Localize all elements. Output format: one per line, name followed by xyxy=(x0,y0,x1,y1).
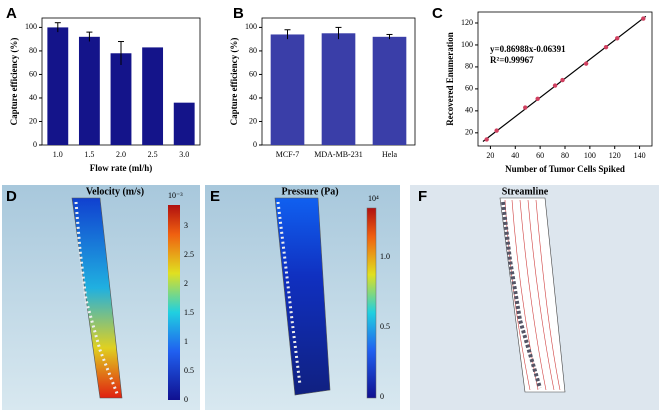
colorbar-tick-label: 0 xyxy=(380,392,384,401)
y-tick-label: 20 xyxy=(29,116,37,125)
colorbar-tick-label: 1.5 xyxy=(184,308,194,317)
annotation: y=0.86988x-0.06391 xyxy=(490,44,566,54)
panel-letter: C xyxy=(432,5,443,22)
panel-letter: A xyxy=(6,5,17,22)
colorbar-tick-label: 2 xyxy=(184,279,188,288)
x-tick-label: 140 xyxy=(634,151,646,160)
y-tick-label: 60 xyxy=(465,84,473,93)
x-tick-label: 1.5 xyxy=(84,150,94,159)
x-axis-label: Flow rate (ml/h) xyxy=(90,163,152,173)
y-tick-label: 80 xyxy=(465,62,473,71)
point xyxy=(535,96,540,101)
point xyxy=(583,61,589,66)
x-tick-label: 80 xyxy=(561,151,569,160)
y-tick-label: 100 xyxy=(25,22,37,31)
x-tick-label: 40 xyxy=(511,151,519,160)
velocity-field xyxy=(71,197,123,399)
colorbar-tick-label: 0.5 xyxy=(184,366,194,375)
panel-letter: D xyxy=(6,188,17,205)
colorbar-exponent: 10⁻³ xyxy=(168,191,183,200)
y-tick-label: 40 xyxy=(29,93,37,102)
y-tick-label: 20 xyxy=(465,128,473,137)
panel-title: Streamline xyxy=(502,186,549,197)
y-tick-label: 0 xyxy=(253,140,257,149)
bar xyxy=(142,47,164,145)
colorbar-tick-label: 1 xyxy=(184,337,188,346)
panel-letter: B xyxy=(233,5,244,22)
colorbar-exponent: 10⁴ xyxy=(368,194,379,203)
panel-letter: E xyxy=(210,188,220,205)
y-axis-label: Capture efficiency (%) xyxy=(229,38,239,126)
panel-title: Pressure (Pa) xyxy=(281,186,338,197)
point xyxy=(523,105,528,110)
x-tick-label: 120 xyxy=(609,151,621,160)
x-tick-label: 1.0 xyxy=(53,150,63,159)
point xyxy=(603,44,609,50)
colorbar-tick-label: 0.5 xyxy=(380,322,390,331)
bar xyxy=(270,34,305,145)
y-tick-label: 60 xyxy=(29,69,37,78)
point xyxy=(484,137,489,142)
x-tick-label: 2.5 xyxy=(148,150,158,159)
x-tick-label: 100 xyxy=(584,151,596,160)
pillars xyxy=(276,201,302,386)
y-tick-label: 100 xyxy=(245,22,257,31)
colorbar-tick-label: 1.0 xyxy=(380,252,390,261)
x-tick-label: 20 xyxy=(486,151,494,160)
bar xyxy=(173,102,195,145)
bar xyxy=(321,33,356,146)
x-tick-label: 3.0 xyxy=(179,150,189,159)
bar xyxy=(372,36,407,145)
x-tick-label: Hela xyxy=(382,150,398,159)
bar xyxy=(47,27,69,145)
x-tick-label: 60 xyxy=(536,151,544,160)
colorbar-tick-label: 0 xyxy=(184,395,188,404)
colorbar-tick-label: 3 xyxy=(184,221,188,230)
pillars xyxy=(74,201,120,397)
panel-letter: F xyxy=(418,188,427,205)
y-tick-label: 40 xyxy=(465,106,473,115)
bar xyxy=(110,53,132,145)
y-tick-label: 120 xyxy=(461,18,473,27)
point xyxy=(494,128,499,133)
y-tick-label: 60 xyxy=(249,69,257,78)
x-tick-label: 2.0 xyxy=(116,150,126,159)
point xyxy=(641,16,646,21)
y-axis-label: Capture efficiency (%) xyxy=(9,38,19,126)
point xyxy=(552,83,558,88)
bar xyxy=(78,36,100,145)
colorbar xyxy=(366,207,377,399)
x-axis-label: Number of Tumor Cells Spiked xyxy=(505,164,625,174)
y-tick-label: 100 xyxy=(461,40,473,49)
y-axis-label: Recovered Enumeration xyxy=(445,32,455,126)
y-tick-label: 0 xyxy=(33,140,37,149)
colorbar-tick-label: 2.5 xyxy=(184,250,194,259)
y-tick-label: 20 xyxy=(249,116,257,125)
y-tick-label: 80 xyxy=(249,46,257,55)
point xyxy=(560,77,565,83)
pressure-field xyxy=(274,197,331,396)
x-tick-label: MCF-7 xyxy=(276,150,300,159)
colorbar xyxy=(168,205,180,400)
y-tick-label: 80 xyxy=(29,46,37,55)
x-tick-label: MDA-MB-231 xyxy=(314,150,362,159)
annotation: R²=0.99967 xyxy=(490,55,534,65)
point xyxy=(615,36,620,41)
panel-title: Velocity (m/s) xyxy=(86,186,144,197)
fit-line xyxy=(482,15,647,142)
y-tick-label: 40 xyxy=(249,93,257,102)
